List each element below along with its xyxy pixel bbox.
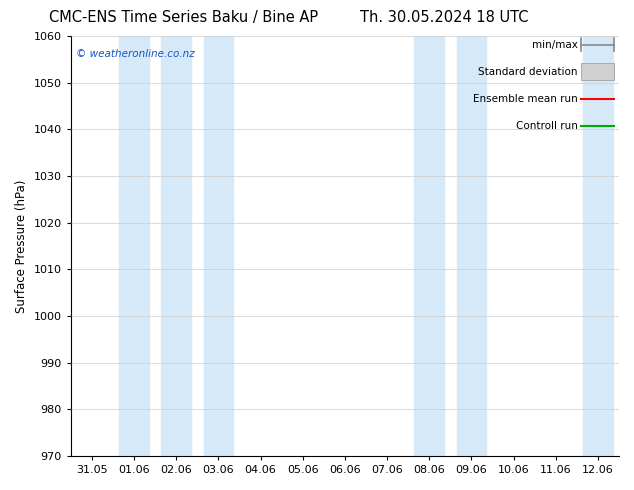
Text: © weatheronline.co.nz: © weatheronline.co.nz (76, 49, 195, 59)
Y-axis label: Surface Pressure (hPa): Surface Pressure (hPa) (15, 179, 28, 313)
Text: Th. 30.05.2024 18 UTC: Th. 30.05.2024 18 UTC (359, 10, 528, 25)
Bar (583, 36, 612, 456)
Bar (415, 36, 444, 456)
Text: CMC-ENS Time Series Baku / Bine AP: CMC-ENS Time Series Baku / Bine AP (49, 10, 318, 25)
Bar (456, 36, 486, 456)
Text: Controll run: Controll run (516, 122, 578, 131)
Text: Ensemble mean run: Ensemble mean run (473, 94, 578, 104)
Bar (119, 36, 149, 456)
Bar (204, 36, 233, 456)
Bar (581, 63, 614, 80)
Bar (162, 36, 191, 456)
Text: min/max: min/max (532, 40, 578, 49)
Text: Standard deviation: Standard deviation (479, 67, 578, 77)
